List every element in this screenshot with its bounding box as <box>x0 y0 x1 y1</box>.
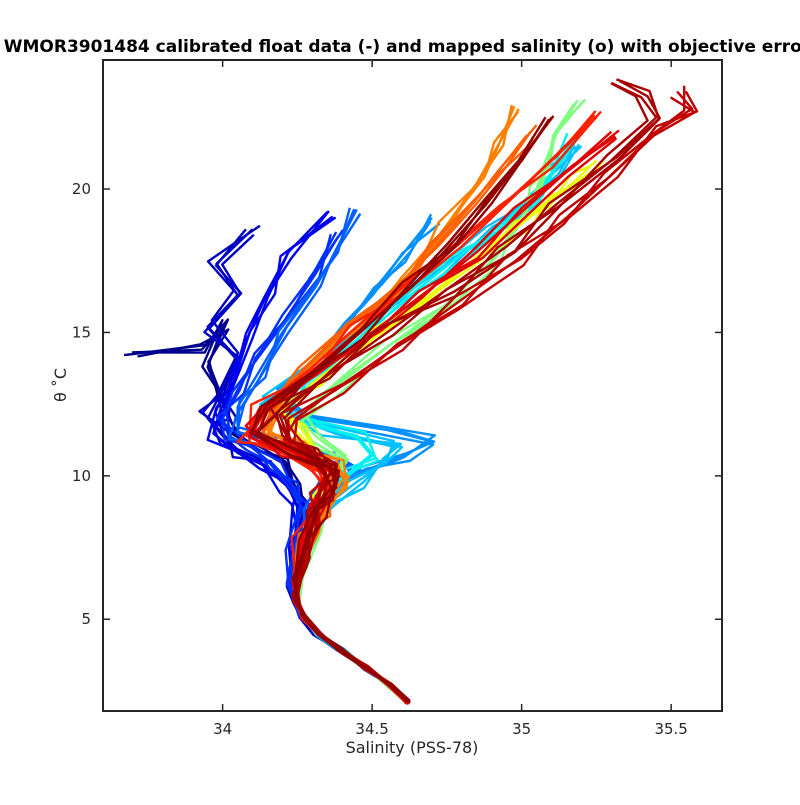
chart-title: WMOR3901484 calibrated float data (-) an… <box>4 37 800 57</box>
y-tick-label-2: 15 <box>72 323 91 341</box>
y-axis-label: θ ˚C <box>51 368 70 402</box>
plot-frame <box>102 59 723 712</box>
x-tick-label-3: 35.5 <box>654 720 687 738</box>
x-axis-label: Salinity (PSS-78) <box>346 738 479 757</box>
y-tick-label-1: 10 <box>72 467 91 485</box>
x-tick-label-0: 34 <box>213 720 232 738</box>
profile-line-0-3 <box>123 318 411 704</box>
profile-line-0-0 <box>132 325 409 704</box>
x-tick-label-1: 34.5 <box>355 720 388 738</box>
y-tick-label-0: 5 <box>81 610 91 628</box>
profile-line-0-1 <box>137 328 407 703</box>
profile-line-15-3 <box>283 78 661 704</box>
profile-line-0-2 <box>131 319 409 704</box>
profile-line-14-1 <box>292 90 699 704</box>
x-tick-label-2: 35 <box>512 720 531 738</box>
profile-line-8-3 <box>298 99 579 704</box>
y-tick-label-3: 20 <box>72 180 91 198</box>
profile-line-16-3 <box>251 118 551 704</box>
